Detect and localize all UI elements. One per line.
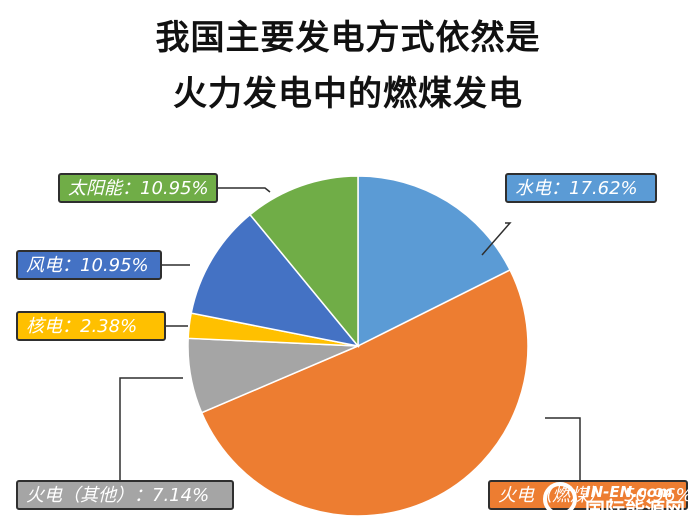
watermark-logo-icon — [543, 482, 577, 516]
leader-line-5 — [218, 187, 271, 193]
chart-title-line-2: 火力发电中的燃煤发电 — [173, 74, 523, 114]
data-label-3: 核电：2.38% — [16, 311, 166, 341]
watermark-text-bottom: 国际能源网 — [585, 498, 685, 522]
pie-slice-1 — [200, 268, 529, 517]
pie-slice-4 — [190, 213, 360, 348]
data-label-5: 太阳能：10.95% — [58, 173, 218, 203]
data-label-0: 水电：17.62% — [505, 173, 657, 203]
watermark: IN-EN.com 国际能源网 — [515, 478, 695, 524]
data-label-4: 风电：10.95% — [16, 250, 162, 280]
leader-line-0 — [481, 222, 512, 256]
pie-slice-5 — [248, 175, 359, 349]
chart-title-line-1: 我国主要发电方式依然是 — [155, 18, 541, 58]
leader-line-2 — [119, 377, 183, 480]
data-label-2: 火电（其他）：7.14% — [16, 480, 234, 510]
watermark-text-top: IN-EN.com — [585, 483, 673, 501]
pie-slice-0 — [357, 175, 512, 348]
leader-line-1 — [545, 417, 581, 480]
